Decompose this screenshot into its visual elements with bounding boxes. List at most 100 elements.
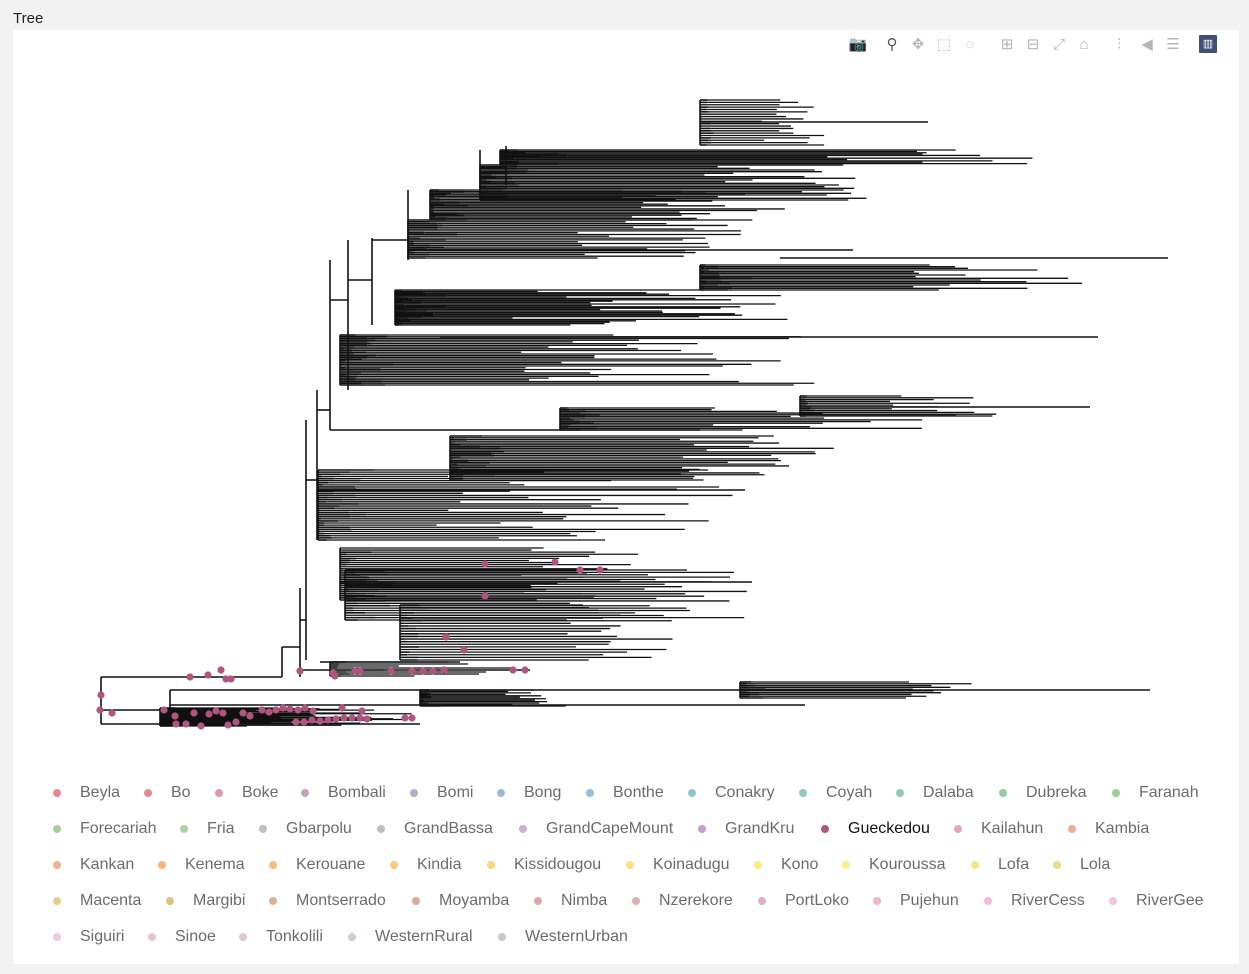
legend-item-dalaba[interactable]: Dalaba xyxy=(896,778,974,808)
tip-marker-gueckedou[interactable] xyxy=(246,712,254,720)
tip-marker-gueckedou[interactable] xyxy=(96,706,104,714)
tip-marker-gueckedou[interactable] xyxy=(442,633,450,641)
tip-marker-gueckedou[interactable] xyxy=(186,673,194,681)
legend-item-fria[interactable]: Fria xyxy=(180,814,235,844)
legend-item-macenta[interactable]: Macenta xyxy=(53,886,141,916)
tip-marker-gueckedou[interactable] xyxy=(460,646,468,654)
tip-marker-gueckedou[interactable] xyxy=(408,667,416,675)
legend-item-conakry[interactable]: Conakry xyxy=(688,778,775,808)
tip-marker-gueckedou[interactable] xyxy=(308,716,316,724)
legend-item-koinadugu[interactable]: Koinadugu xyxy=(626,850,730,880)
legend-item-kailahun[interactable]: Kailahun xyxy=(954,814,1043,844)
tip-marker-gueckedou[interactable] xyxy=(509,666,517,674)
legend-item-coyah[interactable]: Coyah xyxy=(799,778,872,808)
tip-marker-gueckedou[interactable] xyxy=(356,714,364,722)
tree-plot-area[interactable] xyxy=(13,30,1239,750)
tip-marker-gueckedou[interactable] xyxy=(332,715,340,723)
tip-marker-gueckedou[interactable] xyxy=(296,667,304,675)
legend-item-kenema[interactable]: Kenema xyxy=(158,850,245,880)
legend-item-forecariah[interactable]: Forecariah xyxy=(53,814,156,844)
legend-item-pujehun[interactable]: Pujehun xyxy=(873,886,959,916)
tip-marker-gueckedou[interactable] xyxy=(348,714,356,722)
legend-item-rivergee[interactable]: RiverGee xyxy=(1109,886,1204,916)
tip-marker-gueckedou[interactable] xyxy=(309,707,317,715)
tip-marker-gueckedou[interactable] xyxy=(363,715,371,723)
plotly-logo-icon[interactable]: ▥ xyxy=(1199,35,1217,53)
pan-icon[interactable]: ✥ xyxy=(911,35,925,53)
tip-marker-gueckedou[interactable] xyxy=(204,671,212,679)
spike-lines-icon[interactable]: ⫶ xyxy=(1117,35,1121,53)
tip-marker-gueckedou[interactable] xyxy=(300,718,308,726)
tip-marker-gueckedou[interactable] xyxy=(239,709,247,717)
tip-marker-gueckedou[interactable] xyxy=(401,714,409,722)
legend-item-kankan[interactable]: Kankan xyxy=(53,850,134,880)
tip-marker-gueckedou[interactable] xyxy=(440,666,448,674)
reset-axes-icon[interactable]: ⌂ xyxy=(1079,35,1089,53)
legend-item-lola[interactable]: Lola xyxy=(1053,850,1110,880)
legend-item-bonthe[interactable]: Bonthe xyxy=(586,778,664,808)
tip-marker-gueckedou[interactable] xyxy=(596,566,604,574)
tip-marker-gueckedou[interactable] xyxy=(331,672,339,680)
hover-closest-icon[interactable]: ◀ xyxy=(1141,35,1153,53)
legend-item-kissidougou[interactable]: Kissidougou xyxy=(487,850,601,880)
camera-icon[interactable]: 📷 xyxy=(848,35,868,53)
legend-item-kambia[interactable]: Kambia xyxy=(1068,814,1149,844)
tip-marker-gueckedou[interactable] xyxy=(160,706,168,714)
tip-marker-gueckedou[interactable] xyxy=(265,708,273,716)
legend-item-dubreka[interactable]: Dubreka xyxy=(999,778,1086,808)
tip-marker-gueckedou[interactable] xyxy=(272,706,280,714)
tip-marker-gueckedou[interactable] xyxy=(279,704,287,712)
zoom-icon[interactable]: ⚲ xyxy=(886,35,898,53)
legend-item-westernrural[interactable]: WesternRural xyxy=(348,922,473,952)
tip-marker-gueckedou[interactable] xyxy=(182,720,190,728)
legend-item-siguiri[interactable]: Siguiri xyxy=(53,922,124,952)
tip-marker-gueckedou[interactable] xyxy=(286,705,294,713)
autoscale-icon[interactable]: ⤢ xyxy=(1052,35,1065,53)
tip-marker-gueckedou[interactable] xyxy=(108,709,116,717)
tip-marker-gueckedou[interactable] xyxy=(217,666,225,674)
tip-marker-gueckedou[interactable] xyxy=(338,704,346,712)
tip-marker-gueckedou[interactable] xyxy=(205,710,213,718)
legend-item-gueckedou[interactable]: Gueckedou xyxy=(821,814,930,844)
legend-item-sinoe[interactable]: Sinoe xyxy=(148,922,216,952)
tip-marker-gueckedou[interactable] xyxy=(227,675,235,683)
legend-item-moyamba[interactable]: Moyamba xyxy=(412,886,509,916)
tip-marker-gueckedou[interactable] xyxy=(408,714,416,722)
zoom-out-icon[interactable]: ⊟ xyxy=(1026,35,1040,53)
zoom-in-icon[interactable]: ⊞ xyxy=(1000,35,1014,53)
tip-marker-gueckedou[interactable] xyxy=(521,666,529,674)
tip-marker-gueckedou[interactable] xyxy=(387,667,395,675)
tip-marker-gueckedou[interactable] xyxy=(222,675,230,683)
tip-marker-gueckedou[interactable] xyxy=(316,717,324,725)
tip-marker-gueckedou[interactable] xyxy=(97,691,105,699)
tip-marker-gueckedou[interactable] xyxy=(190,709,198,717)
legend-item-margibi[interactable]: Margibi xyxy=(166,886,245,916)
lasso-select-icon[interactable]: ◌ xyxy=(965,35,975,53)
legend-item-kono[interactable]: Kono xyxy=(754,850,818,880)
tip-marker-gueckedou[interactable] xyxy=(324,716,332,724)
legend-item-grandkru[interactable]: GrandKru xyxy=(698,814,794,844)
hover-compare-icon[interactable]: ☰ xyxy=(1166,35,1180,53)
tip-marker-gueckedou[interactable] xyxy=(212,707,220,715)
legend-item-beyla[interactable]: Beyla xyxy=(53,778,120,808)
legend-item-portloko[interactable]: PortLoko xyxy=(758,886,849,916)
tip-marker-gueckedou[interactable] xyxy=(340,714,348,722)
tip-marker-gueckedou[interactable] xyxy=(351,667,359,675)
legend-item-nzerekore[interactable]: Nzerekore xyxy=(632,886,733,916)
box-select-icon[interactable]: ⬚ xyxy=(936,35,952,53)
tip-marker-gueckedou[interactable] xyxy=(481,592,489,600)
legend-item-westernurban[interactable]: WesternUrban xyxy=(498,922,628,952)
legend-item-lofa[interactable]: Lofa xyxy=(971,850,1029,880)
tip-marker-gueckedou[interactable] xyxy=(172,720,180,728)
tip-marker-gueckedou[interactable] xyxy=(301,704,309,712)
tip-marker-gueckedou[interactable] xyxy=(258,706,266,714)
legend-item-grandcapemount[interactable]: GrandCapeMount xyxy=(519,814,673,844)
legend-item-bong[interactable]: Bong xyxy=(497,778,561,808)
legend-item-boke[interactable]: Boke xyxy=(215,778,278,808)
tip-marker-gueckedou[interactable] xyxy=(429,667,437,675)
tip-marker-gueckedou[interactable] xyxy=(224,721,232,729)
tip-marker-gueckedou[interactable] xyxy=(219,709,227,717)
legend-item-kerouane[interactable]: Kerouane xyxy=(269,850,365,880)
legend-item-nimba[interactable]: Nimba xyxy=(534,886,607,916)
legend-item-kindia[interactable]: Kindia xyxy=(390,850,461,880)
